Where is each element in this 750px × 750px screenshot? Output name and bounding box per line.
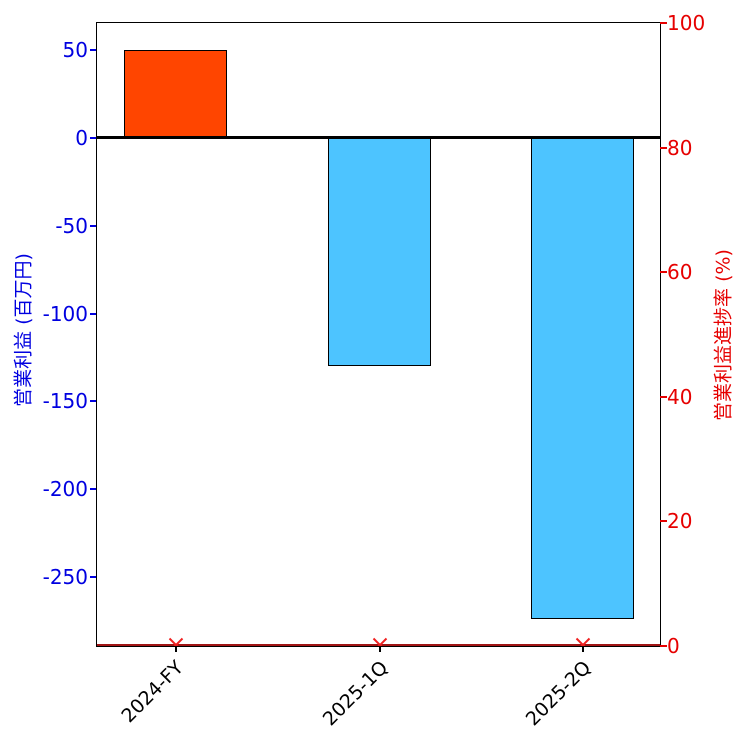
- right-tick-mark: [660, 520, 667, 523]
- right-tick-mark: [660, 645, 667, 647]
- left-tick-label--150: -150: [42, 389, 88, 414]
- right-tick-label-0: 0: [667, 634, 680, 658]
- x-tick-mark-2025-2Q: [582, 646, 584, 652]
- left-tick-mark: [90, 49, 96, 52]
- x-marker-2024-FY: [168, 637, 183, 646]
- x-tick-label-2025-2Q: 2025-2Q: [521, 656, 596, 731]
- right-tick-mark: [660, 22, 667, 24]
- x-tick-label-2025-1Q: 2025-1Q: [318, 656, 393, 731]
- left-tick-label-0: 0: [75, 126, 88, 150]
- left-tick-label--100: -100: [42, 301, 88, 326]
- left-tick-mark: [90, 575, 96, 578]
- left-tick-label--50: -50: [55, 213, 88, 238]
- right-tick-label-40: 40: [667, 384, 693, 409]
- left-tick-label--250: -250: [42, 564, 88, 589]
- right-axis-label: 営業利益進捗率 (%): [712, 249, 735, 421]
- right-tick-label-20: 20: [667, 509, 693, 534]
- progress-line: [96, 637, 660, 646]
- x-marker-2025-2Q: [575, 637, 590, 646]
- bar-2025-1Q: [328, 137, 431, 366]
- x-tick-mark-2025-1Q: [379, 646, 381, 652]
- right-tick-label-80: 80: [667, 135, 693, 160]
- x-marker-2025-1Q: [372, 637, 387, 646]
- right-tick-mark: [660, 146, 667, 149]
- left-tick-mark: [90, 224, 96, 227]
- left-tick-mark: [90, 312, 96, 315]
- right-tick-label-60: 60: [667, 260, 693, 285]
- left-axis-label: 営業利益 (百万円): [12, 253, 35, 407]
- left-tick-label-50: 50: [62, 38, 88, 63]
- x-tick-label-2024-FY: 2024-FY: [117, 656, 189, 728]
- right-tick-label-100: 100: [667, 11, 706, 35]
- left-tick-mark: [90, 137, 96, 139]
- right-tick-mark: [660, 395, 667, 398]
- bar-2024-FY: [124, 49, 227, 138]
- plot-area: [95, 21, 661, 647]
- bar-2025-2Q: [531, 137, 634, 619]
- right-tick-mark: [660, 271, 667, 274]
- left-tick-label--200: -200: [42, 477, 88, 502]
- left-tick-mark: [90, 488, 96, 491]
- left-tick-mark: [90, 400, 96, 403]
- x-tick-mark-2024-FY: [175, 646, 177, 652]
